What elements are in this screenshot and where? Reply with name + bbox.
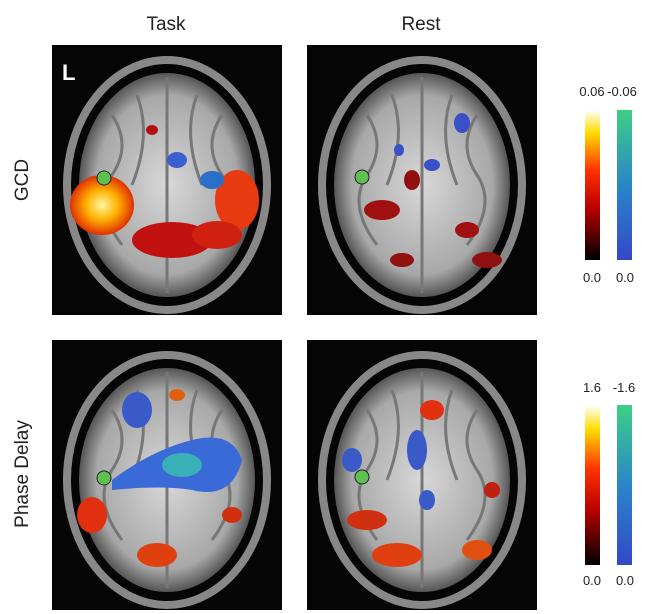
colorbar xyxy=(617,405,632,565)
colorbar-label: 0.06 xyxy=(579,84,604,99)
row-label: GCD xyxy=(12,159,33,201)
colorbar xyxy=(585,110,600,260)
colorbar-label: 0.0 xyxy=(583,270,601,285)
row-label: Phase Delay xyxy=(12,420,33,528)
brain-image xyxy=(307,45,537,315)
colorbar-label: -0.06 xyxy=(607,84,637,99)
figure: Task Rest GCD Phase Delay L xyxy=(0,0,646,614)
colorbar xyxy=(585,405,600,565)
page: {"column_labels": ["Task", "Rest"], "row… xyxy=(0,0,646,614)
colorbar-label: 0.0 xyxy=(616,573,634,588)
colorbar-label: 0.0 xyxy=(616,270,634,285)
colorbar xyxy=(617,110,632,260)
colorbar-label: -1.6 xyxy=(613,380,635,395)
hemisphere-label: L xyxy=(62,60,75,85)
colorbar-label: 1.6 xyxy=(583,380,601,395)
brain-image: L xyxy=(52,45,282,315)
colorbar-label: 0.0 xyxy=(583,573,601,588)
column-label: Task xyxy=(146,14,186,35)
brain-image xyxy=(307,340,537,610)
column-label: Rest xyxy=(401,14,441,35)
brain-image xyxy=(52,340,282,610)
